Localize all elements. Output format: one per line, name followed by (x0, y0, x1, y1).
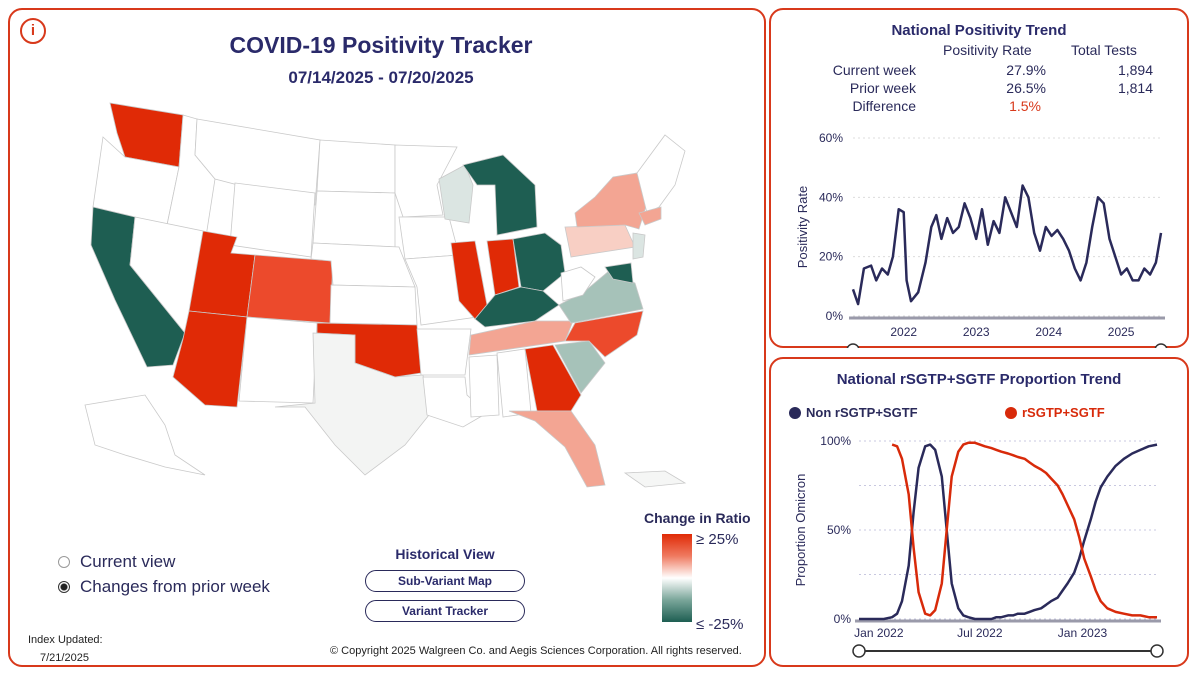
state-nd[interactable] (316, 139, 396, 194)
state-wv[interactable] (560, 266, 596, 302)
y-tick-label: 40% (819, 190, 843, 204)
state-wy[interactable] (229, 182, 316, 258)
state-ct-ri[interactable] (638, 206, 662, 226)
y-axis-label: Proportion Omicron (793, 474, 808, 587)
map-panel: i COVID-19 Positivity Tracker 07/14/2025… (8, 8, 766, 667)
state-co[interactable] (246, 254, 334, 324)
legend-label: Non rSGTP+SGTF (806, 405, 918, 420)
state-tn[interactable] (468, 320, 574, 356)
sgtf-title: National rSGTP+SGTF Proportion Trend (836, 371, 1122, 388)
state-nj[interactable] (632, 232, 646, 260)
y-tick-label: 100% (820, 434, 851, 448)
y-tick-label: 0% (826, 309, 844, 323)
state-in[interactable] (486, 238, 520, 296)
view-option-label: Current view (80, 552, 176, 571)
state-ky[interactable] (474, 286, 560, 328)
positivity-trend-panel: National Positivity Trend Positivity Rat… (769, 8, 1189, 348)
series-line-rsgtp-sgtf (891, 441, 1157, 619)
legend-gradient (662, 534, 692, 622)
state-ia[interactable] (398, 216, 460, 260)
state-ny[interactable] (574, 172, 648, 230)
view-option-changes[interactable]: Changes from prior week (58, 577, 270, 597)
state-sd[interactable] (312, 190, 396, 248)
info-icon[interactable]: i (20, 18, 46, 44)
y-tick-label: 60% (819, 131, 843, 145)
state-fl[interactable] (508, 410, 606, 488)
state-ak[interactable] (84, 394, 206, 476)
radio-unselected-icon[interactable] (58, 556, 70, 568)
slider-handle[interactable] (1150, 644, 1164, 658)
state-wi[interactable] (438, 164, 474, 224)
view-option-label: Changes from prior week (80, 577, 270, 596)
state-sc[interactable] (554, 340, 606, 394)
state-mn[interactable] (394, 144, 458, 218)
x-tick-label: Jan 2022 (854, 626, 904, 640)
date-range: 07/14/2025 - 07/20/2025 (288, 68, 474, 87)
row-prior-rate: 26.5% (1006, 80, 1046, 96)
state-ms[interactable] (468, 354, 500, 418)
row-prior-tests: 1,814 (1117, 80, 1153, 96)
state-ga[interactable] (524, 344, 582, 412)
sgtf-trend-panel: National rSGTP+SGTF Proportion Trend Non… (769, 357, 1189, 667)
row-current-rate: 27.9% (1006, 62, 1046, 78)
positivity-trend-chart[interactable]: 0% 20% 40% 60% 2022 2023 2024 2025 Positivity Ra… (771, 118, 1187, 348)
index-updated-label: Index Updated: (28, 634, 103, 646)
variant-tracker-button[interactable]: Variant Tracker (365, 600, 525, 622)
row-diff-label: Difference (852, 98, 916, 114)
view-option-current[interactable]: Current view (58, 552, 175, 572)
state-tx[interactable] (274, 332, 430, 476)
state-al[interactable] (496, 348, 532, 418)
legend-sgtf[interactable]: rSGTP+SGTF (1005, 405, 1105, 420)
x-tick-label: Jan 2023 (1058, 626, 1108, 640)
state-oh[interactable] (512, 232, 566, 292)
y-tick-label: 50% (827, 523, 851, 537)
state-pa[interactable] (564, 224, 636, 258)
row-prior-label: Prior week (849, 80, 916, 96)
x-tick-label: 2023 (963, 325, 990, 339)
row-current-label: Current week (832, 62, 916, 78)
historical-view-title: Historical View (395, 546, 495, 562)
state-ks[interactable] (329, 284, 418, 326)
slider-handle[interactable] (852, 644, 866, 658)
col-positivity-rate: Positivity Rate (943, 42, 1032, 58)
sgtf-trend-chart[interactable]: 0% 50% 100% Jan 2022 Jul 2022 Jan 2023 Proport… (771, 423, 1187, 665)
slider-handle[interactable] (1154, 343, 1168, 348)
state-md[interactable] (604, 262, 634, 284)
state-ar[interactable] (416, 328, 472, 376)
legend-high: ≥ 25% (696, 531, 739, 548)
series-line-non-rsgtp-sgtf (859, 443, 1158, 621)
radio-selected-icon[interactable] (58, 581, 70, 593)
page-title: COVID-19 Positivity Tracker (229, 32, 533, 58)
x-tick-label: 2022 (890, 325, 917, 339)
index-updated-date: 7/21/2025 (40, 652, 89, 664)
col-total-tests: Total Tests (1071, 42, 1137, 58)
legend-low: ≤ -25% (696, 616, 744, 633)
state-nc[interactable] (564, 310, 644, 358)
row-diff-rate: 1.5% (1009, 98, 1041, 114)
legend-title: Change in Ratio (644, 510, 751, 526)
y-axis-label: Positivity Rate (795, 186, 810, 268)
legend-non-sgtf[interactable]: Non rSGTP+SGTF (789, 405, 918, 420)
row-current-tests: 1,894 (1117, 62, 1153, 78)
state-hi[interactable] (623, 470, 687, 488)
legend-label: rSGTP+SGTF (1022, 405, 1105, 420)
state-mi[interactable] (462, 154, 538, 236)
legend-dot-icon (1005, 406, 1017, 419)
state-nm[interactable] (238, 316, 318, 404)
legend-dot-icon (789, 406, 801, 419)
y-tick-label: 0% (834, 612, 852, 626)
x-tick-label: Jul 2022 (957, 626, 1003, 640)
us-positivity-map[interactable] (65, 95, 705, 505)
x-tick-label: 2024 (1035, 325, 1062, 339)
slider-handle[interactable] (846, 343, 860, 348)
x-tick-label: 2025 (1108, 325, 1135, 339)
copyright: © Copyright 2025 Walgreen Co. and Aegis … (330, 645, 742, 657)
trend-title: National Positivity Trend (891, 22, 1067, 39)
y-tick-label: 20% (819, 250, 843, 264)
sub-variant-map-button[interactable]: Sub-Variant Map (365, 570, 525, 592)
state-new-england[interactable] (636, 134, 686, 214)
positivity-series-line (851, 184, 1163, 306)
